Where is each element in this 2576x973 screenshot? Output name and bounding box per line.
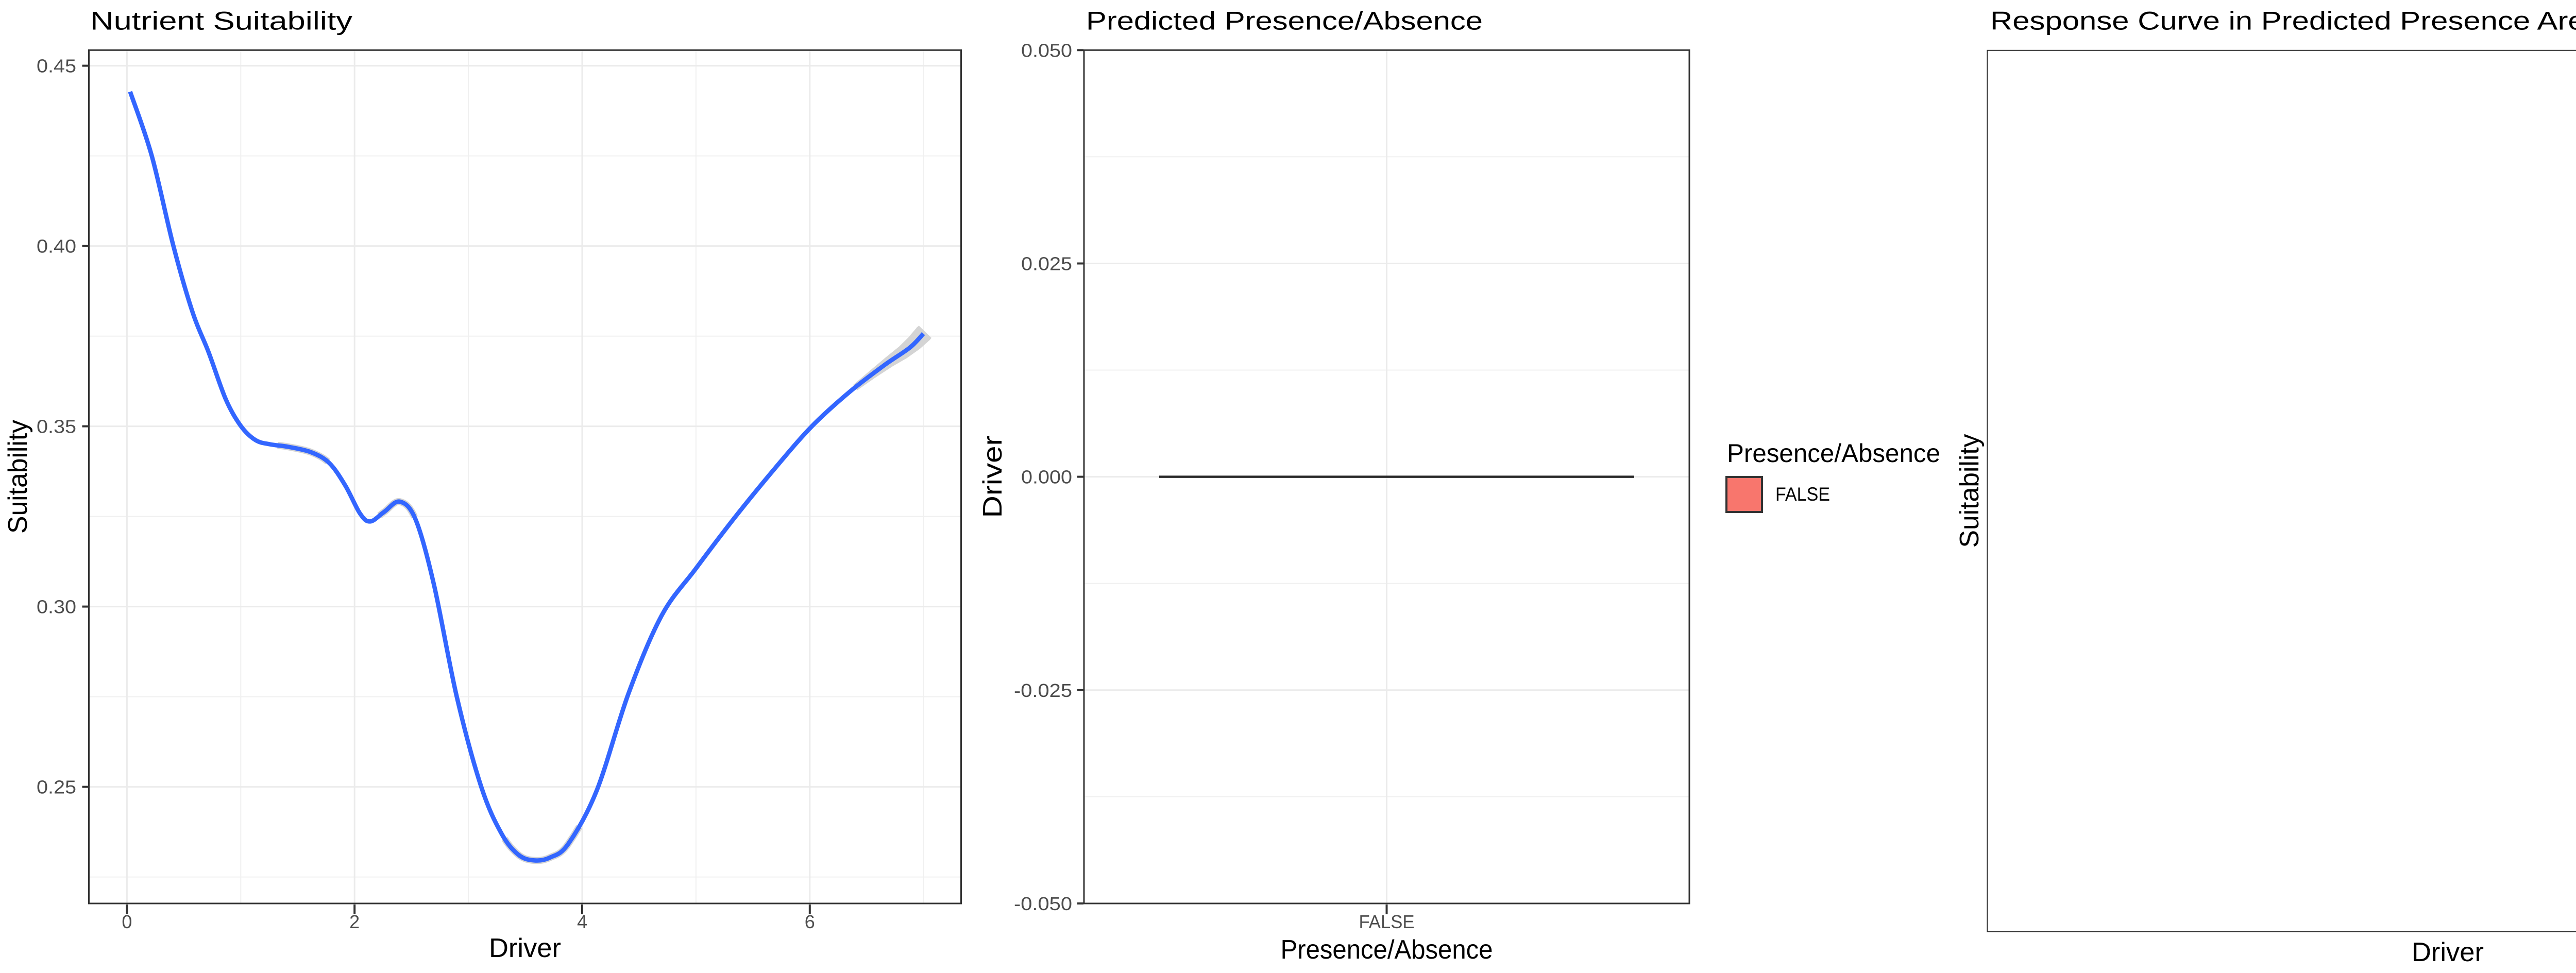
svg-text:Presence/Absence: Presence/Absence	[1281, 935, 1493, 965]
svg-text:0.45: 0.45	[37, 56, 76, 77]
svg-text:FALSE: FALSE	[1359, 911, 1415, 932]
svg-text:Nutrient Suitability: Nutrient Suitability	[90, 7, 352, 36]
svg-text:0.000: 0.000	[1021, 467, 1072, 488]
svg-text:0.40: 0.40	[37, 236, 76, 257]
svg-text:0.30: 0.30	[37, 596, 76, 618]
svg-text:Suitability: Suitability	[3, 420, 33, 534]
svg-text:4: 4	[577, 911, 587, 932]
svg-text:-0.050: -0.050	[1014, 893, 1072, 914]
svg-text:0: 0	[122, 911, 132, 932]
svg-text:Suitability: Suitability	[1955, 434, 1985, 548]
svg-text:FALSE: FALSE	[1775, 484, 1830, 505]
svg-text:Response Curve in Predicted Pr: Response Curve in Predicted Presence Are…	[1990, 7, 2576, 36]
svg-text:Driver: Driver	[978, 436, 1008, 518]
svg-text:2: 2	[349, 911, 360, 932]
svg-text:Presence/Absence: Presence/Absence	[1727, 439, 1940, 468]
svg-text:Driver: Driver	[489, 933, 561, 963]
svg-text:0.25: 0.25	[37, 777, 76, 798]
svg-text:0.35: 0.35	[37, 416, 76, 437]
svg-text:Predicted Presence/Absence: Predicted Presence/Absence	[1086, 7, 1483, 36]
svg-text:-0.025: -0.025	[1014, 680, 1072, 701]
svg-text:6: 6	[805, 911, 815, 932]
svg-text:0.025: 0.025	[1021, 253, 1072, 275]
svg-text:Driver: Driver	[2412, 937, 2484, 967]
svg-text:0.050: 0.050	[1021, 40, 1072, 61]
